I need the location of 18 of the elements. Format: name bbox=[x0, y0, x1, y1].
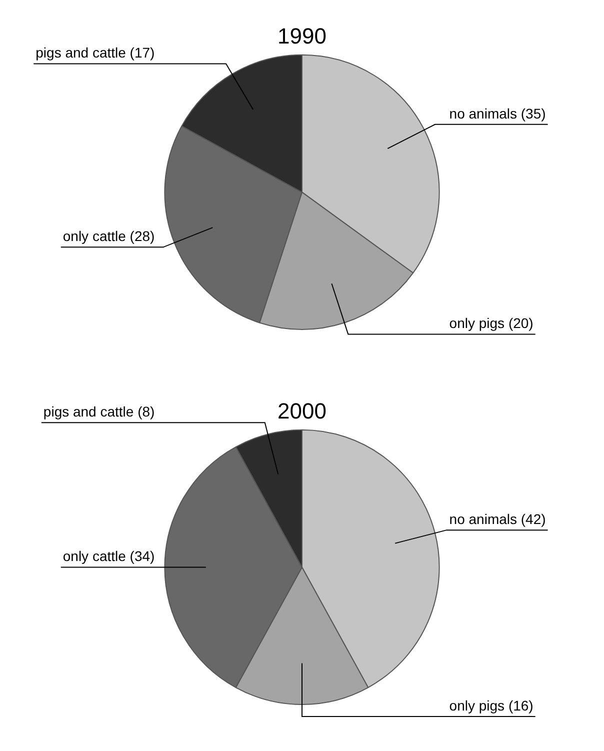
data-label: (42) bbox=[520, 510, 546, 527]
slice-label: only cattle bbox=[62, 228, 126, 244]
data-label: (28) bbox=[130, 228, 155, 244]
slice-label: only pigs bbox=[449, 315, 505, 332]
chart-title: 2000 bbox=[278, 398, 326, 424]
slice-label: no animals bbox=[449, 105, 518, 122]
slice-label: pigs and cattle bbox=[36, 44, 126, 61]
slice-label: no animals bbox=[449, 510, 518, 527]
slice-label: only pigs bbox=[449, 697, 505, 714]
data-label: (17) bbox=[130, 44, 155, 61]
data-label: (34) bbox=[130, 548, 155, 564]
chart-title: 1990 bbox=[278, 23, 326, 48]
slice-label: only cattle bbox=[62, 548, 126, 564]
data-label: (20) bbox=[508, 315, 534, 332]
data-label: (8) bbox=[138, 403, 155, 420]
slice-label: pigs and cattle bbox=[43, 403, 134, 420]
data-label: (16) bbox=[508, 697, 534, 714]
data-label: (35) bbox=[520, 105, 546, 122]
